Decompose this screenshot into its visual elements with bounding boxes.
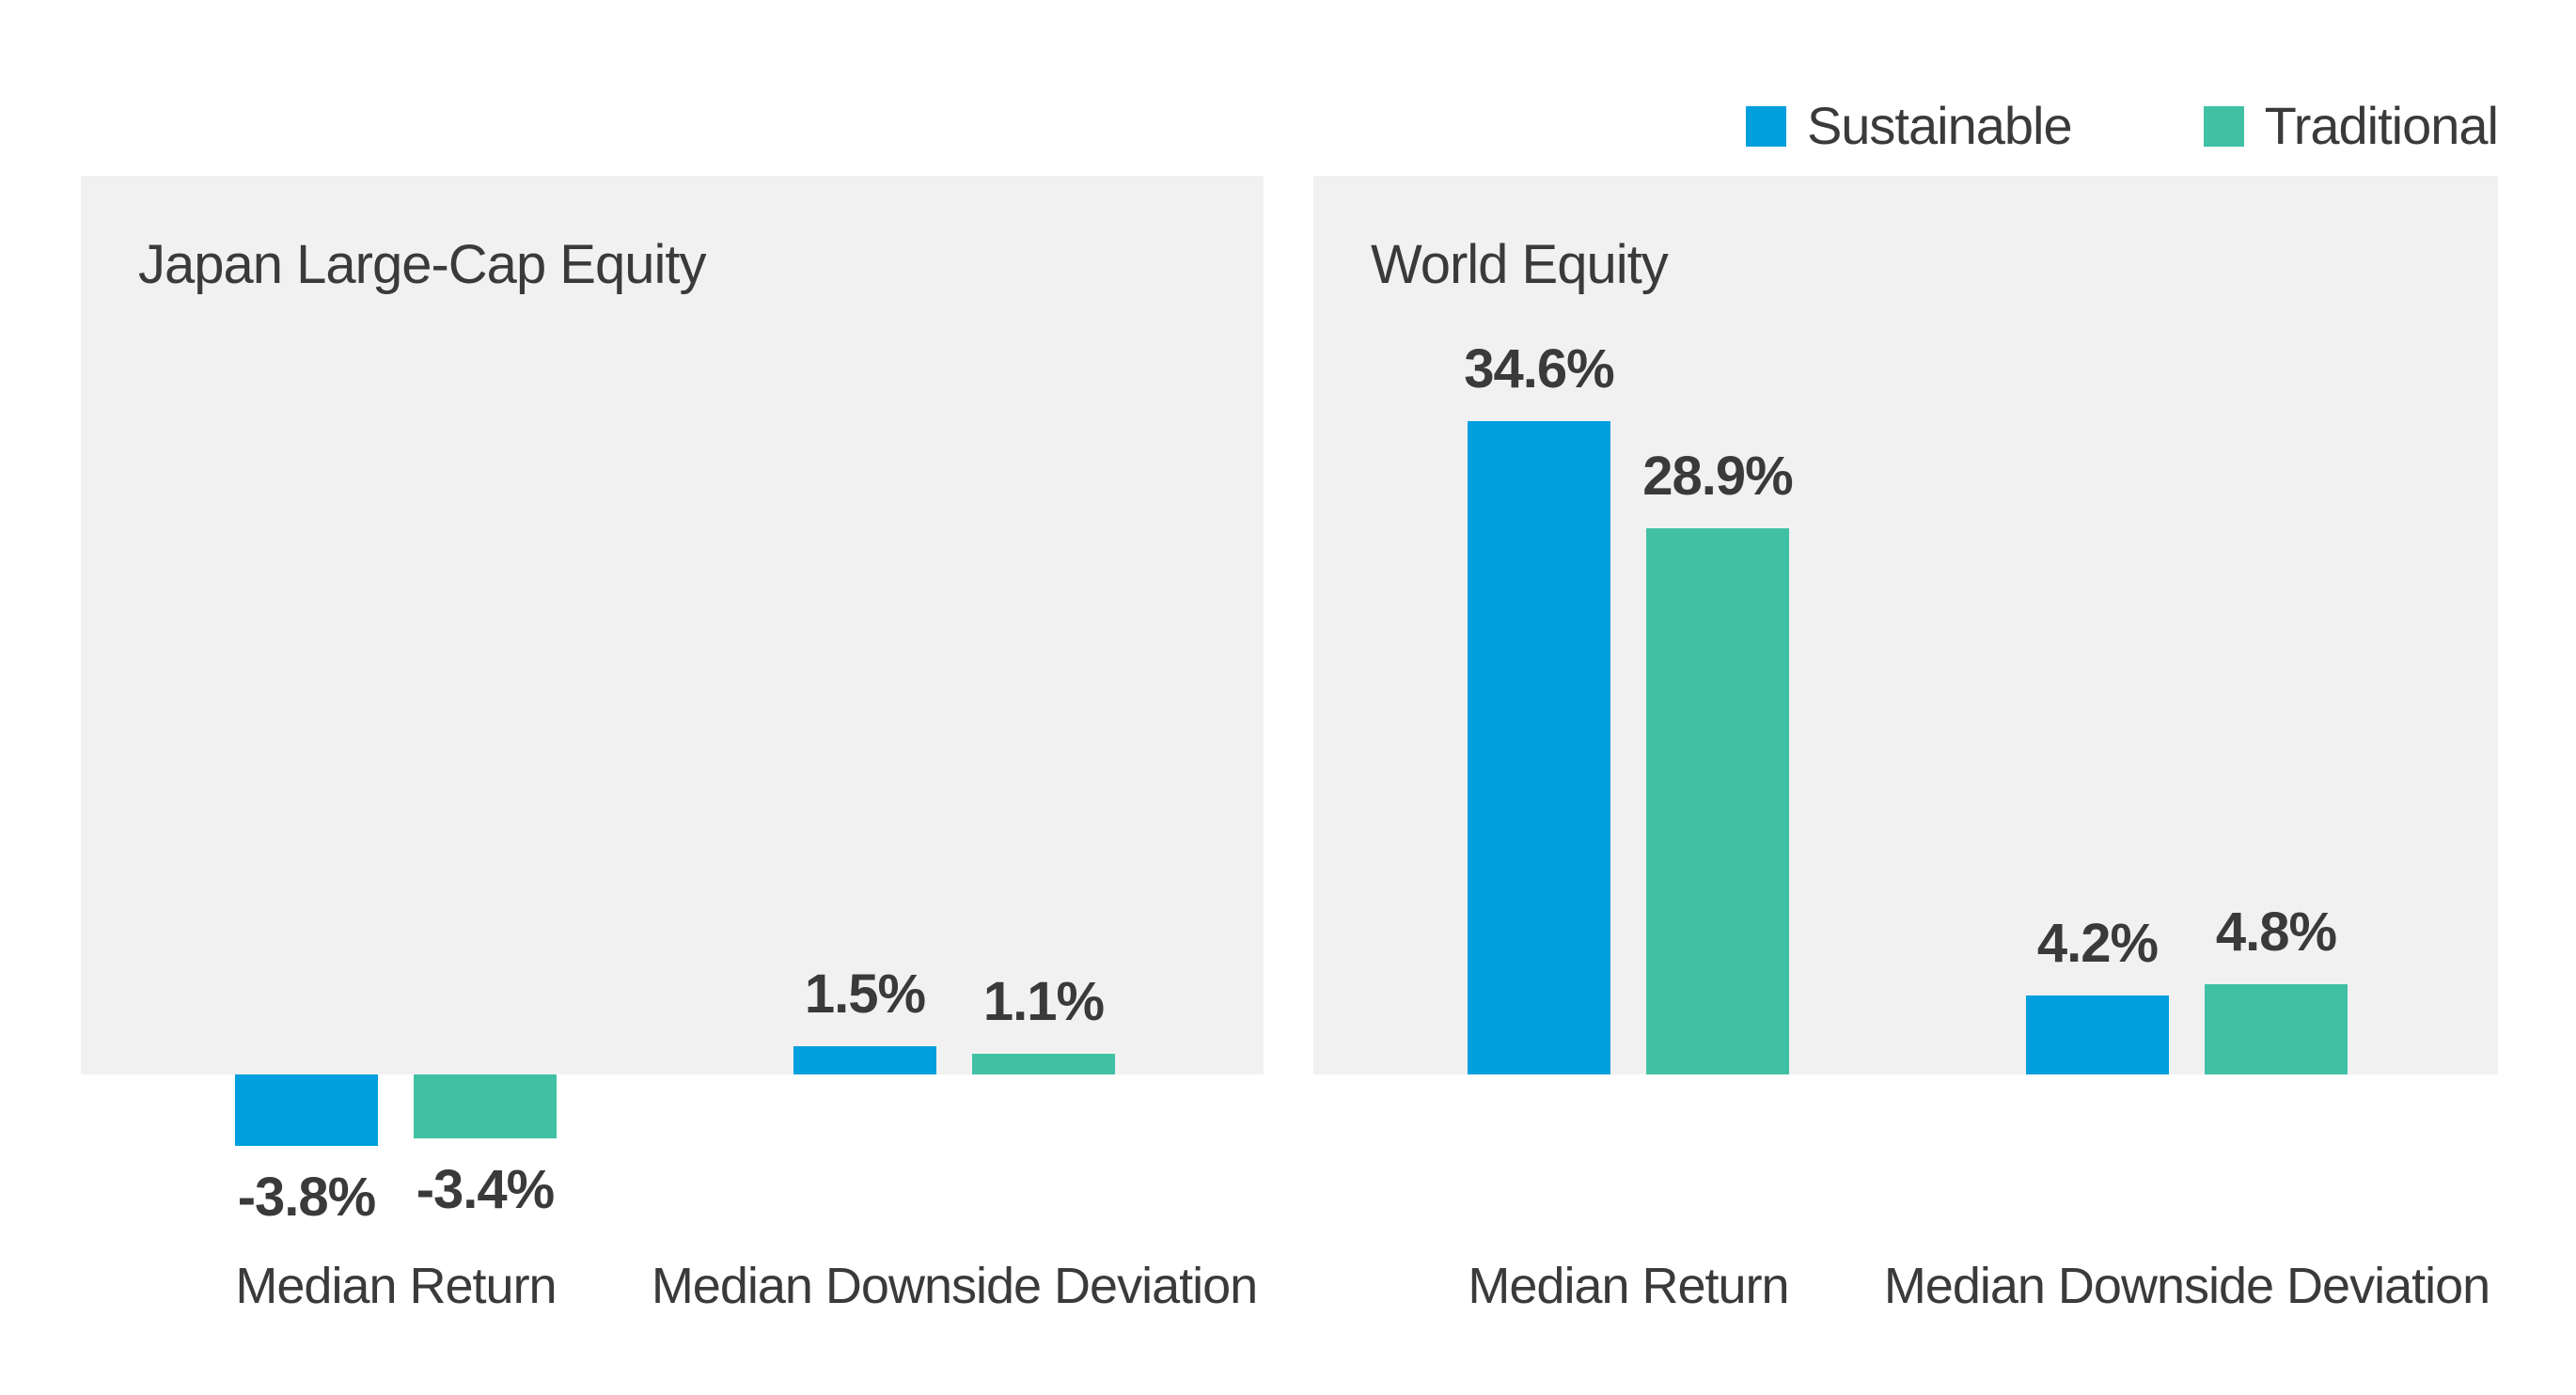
panel-title-world-equity: World Equity — [1371, 234, 1669, 295]
category-label-median-return: Median Return — [1468, 1258, 1789, 1314]
category-label-median-return: Median Return — [235, 1258, 557, 1314]
chart-legend: Sustainable Traditional — [1745, 96, 2499, 155]
panel-world-equity: World Equity Median Return Median Downsi… — [1313, 176, 2498, 1312]
legend-label-sustainable: Sustainable — [1806, 96, 2073, 155]
value-label-sustainable-median-return: -3.8% — [237, 1167, 377, 1228]
bar-traditional-median-return — [1646, 528, 1789, 1074]
sustainable-swatch-icon — [1745, 105, 1786, 147]
bar-traditional-median-downside-deviation — [972, 1054, 1115, 1074]
bar-traditional-median-downside-deviation — [2205, 984, 2348, 1074]
category-label-median-downside-deviation: Median Downside Deviation — [651, 1258, 1258, 1314]
legend-label-traditional: Traditional — [2264, 96, 2499, 155]
value-label-traditional-median-return: 28.9% — [1642, 446, 1793, 507]
panel-title-japan-large-cap-equity: Japan Large-Cap Equity — [138, 234, 707, 295]
bar-sustainable-median-return — [235, 1074, 378, 1146]
value-label-sustainable-median-downside-deviation: 4.2% — [2036, 913, 2159, 974]
bar-sustainable-median-downside-deviation — [793, 1046, 936, 1074]
traditional-swatch-icon — [2203, 105, 2244, 147]
value-label-sustainable-median-downside-deviation: 1.5% — [804, 964, 926, 1025]
legend-item-sustainable: Sustainable — [1745, 96, 2073, 155]
value-label-traditional-median-downside-deviation: 4.8% — [2215, 901, 2337, 963]
legend-item-traditional: Traditional — [2203, 96, 2499, 155]
value-label-traditional-median-downside-deviation: 1.1% — [982, 971, 1105, 1032]
bar-sustainable-median-downside-deviation — [2026, 995, 2169, 1074]
value-label-sustainable-median-return: 34.6% — [1464, 338, 1614, 400]
category-label-median-downside-deviation: Median Downside Deviation — [1883, 1258, 2490, 1314]
bar-sustainable-median-return — [1468, 421, 1610, 1074]
value-label-traditional-median-return: -3.4% — [416, 1159, 556, 1220]
panel-japan-large-cap-equity: Japan Large-Cap Equity Median Return Med… — [81, 176, 1264, 1312]
bar-traditional-median-return — [414, 1074, 557, 1138]
